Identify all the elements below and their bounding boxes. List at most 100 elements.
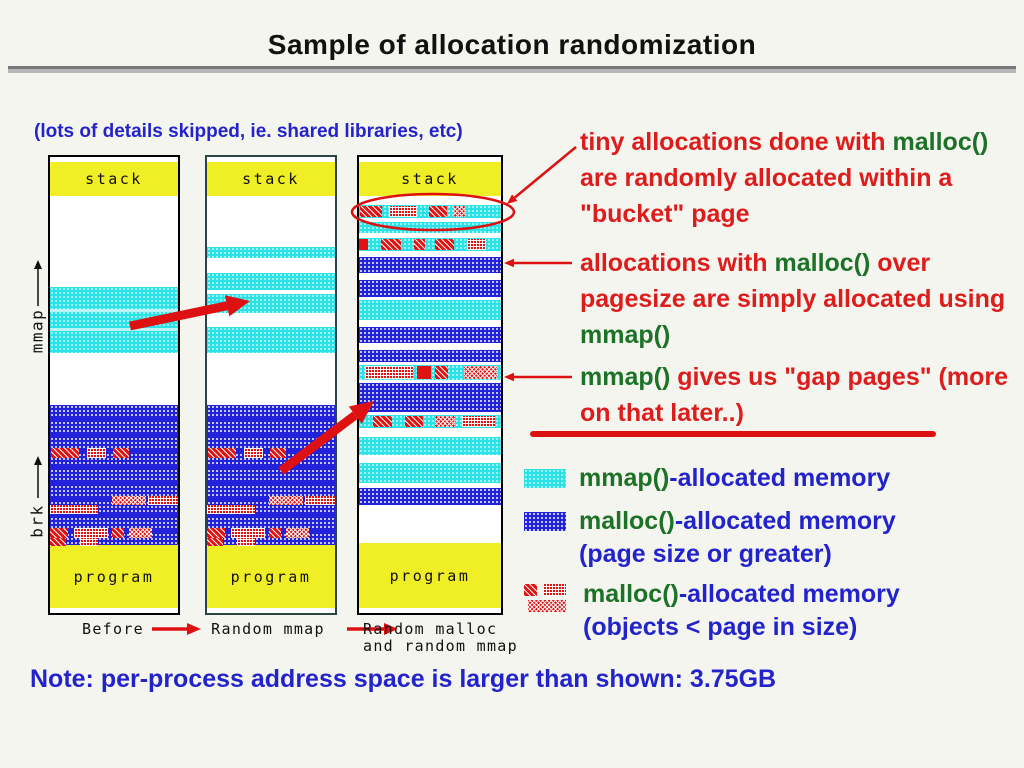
tiny-alloc-block (207, 538, 223, 546)
malloc-band (359, 280, 501, 297)
tiny-alloc-block (112, 528, 124, 538)
mmap-band (50, 287, 178, 353)
tiny-swatch-3 (528, 600, 566, 612)
legend-line: mmap()-allocated memory (579, 462, 890, 495)
column-label-random-mmap: Random mmap (211, 620, 325, 638)
tiny-alloc-block (365, 366, 413, 379)
text-segment: gives us "gap pages" (more on that later… (580, 363, 1008, 427)
legend-tiny: malloc()-allocated memory (objects < page… (524, 578, 900, 644)
title-rule (8, 66, 1016, 73)
legend-line: (page size or greater) (579, 538, 896, 571)
stack-band: stack (50, 162, 178, 196)
tiny-alloc-block (373, 416, 392, 427)
tiny-alloc-block (80, 538, 98, 546)
text-segment: (objects < page in size) (583, 613, 858, 641)
malloc-region-band (207, 405, 335, 545)
text-segment: mmap() (580, 363, 671, 391)
memory-column-random-mmap: stack program (205, 155, 337, 615)
stack-band: stack (207, 162, 335, 196)
tiny-swatch-2 (543, 584, 566, 596)
program-band: program (359, 543, 501, 608)
tiny-alloc-block (381, 239, 401, 250)
malloc-over-pagesize-arrow (504, 258, 572, 268)
memory-column-before: stack program (48, 155, 180, 615)
gap-pages-note: mmap() gives us "gap pages" (more on tha… (580, 359, 1010, 431)
tiny-alloc-block (129, 528, 152, 538)
malloc-band (359, 350, 501, 362)
program-band: program (207, 545, 335, 608)
legend-mmap: mmap()-allocated memory (524, 462, 890, 495)
program-band: program (50, 545, 178, 608)
malloc-region-band (50, 405, 178, 545)
mmap-swatch (524, 469, 566, 488)
text-segment: are randomly allocated within a "bucket"… (580, 164, 953, 228)
mmap-axis-label: mmap (27, 308, 47, 354)
mmap-light-band (50, 328, 178, 331)
tiny-alloc-block (50, 505, 98, 514)
tiny-alloc-block (148, 496, 178, 505)
tiny-alloc-block (269, 496, 303, 505)
mmap-band (207, 273, 335, 290)
text-segment: malloc() (892, 128, 989, 156)
legend-line: malloc()-allocated memory (583, 578, 900, 611)
tiny-alloc-block (435, 416, 455, 427)
text-segment: malloc() (583, 580, 679, 608)
mmap-band (207, 327, 335, 353)
column-label2-random-malloc-and-mmap: and random mmap (363, 637, 518, 655)
mmap-light-band (50, 309, 178, 312)
malloc-band (359, 383, 501, 412)
tiny-alloc-block (74, 528, 108, 538)
tiny-alloc-block (112, 496, 146, 505)
tiny-alloc-block (50, 528, 68, 538)
tiny-alloc-block (51, 448, 79, 458)
tiny-alloc-block (87, 448, 106, 458)
address-space-note: Note: per-process address space is large… (30, 665, 777, 693)
tiny-alloc-block (435, 366, 448, 379)
tiny-alloc-block (359, 239, 368, 250)
stack-band: stack (359, 162, 501, 196)
legend-mmap-text: mmap()-allocated memory (579, 462, 890, 495)
mmap-band (359, 300, 501, 320)
page-title: Sample of allocation randomization (267, 29, 757, 60)
tiny-alloc-block (244, 448, 263, 458)
mmap-axis-arrow (34, 260, 42, 306)
text-segment: malloc() (579, 507, 675, 535)
tiny-alloc-block (435, 239, 454, 250)
legend-line: (objects < page in size) (583, 611, 900, 644)
red-divider (530, 431, 936, 437)
pagesize-note: allocations with malloc() over pagesize … (580, 245, 1010, 353)
mmap-band (359, 463, 501, 483)
tiny-alloc-block (360, 206, 382, 217)
tiny-allocations-note: tiny allocations done with malloc() are … (580, 124, 1010, 232)
column-label-random-malloc-and-mmap: Random malloc (363, 620, 498, 638)
tiny-swatch-1 (524, 584, 537, 596)
tiny-alloc-block (207, 505, 255, 514)
text-segment: -allocated memory (674, 507, 896, 535)
text-segment: allocations with (580, 249, 775, 277)
legend-malloc: malloc()-allocated memory (page size or g… (524, 505, 896, 571)
malloc-band (359, 327, 501, 343)
malloc-band (359, 257, 501, 273)
tiny-alloc-block (389, 206, 417, 217)
before-label-arrow (152, 623, 201, 635)
tiny-alloc-block (269, 528, 281, 538)
mmap-band (207, 294, 335, 313)
brk-axis-arrow (34, 456, 42, 498)
tiny-alloc-block (462, 416, 495, 427)
text-segment: malloc() (774, 249, 871, 277)
mmap-band (207, 247, 335, 258)
memory-column-random-malloc-and-mmap: stack program (357, 155, 503, 615)
tiny-alloc-block (417, 366, 431, 379)
malloc-band (359, 488, 501, 505)
tiny-alloc-block (414, 239, 425, 250)
tiny-alloc-block (270, 448, 286, 458)
legend-line: malloc()-allocated memory (579, 505, 896, 538)
text-segment: over pagesize are simply allocated using (580, 249, 1006, 313)
tiny-alloc-block (207, 528, 225, 538)
tiny-alloc-block (429, 206, 447, 217)
column-label-before: Before (82, 620, 144, 638)
text-segment: mmap() (580, 321, 671, 349)
tiny-alloc-block (464, 366, 497, 379)
tiny-alloc-block (231, 528, 265, 538)
